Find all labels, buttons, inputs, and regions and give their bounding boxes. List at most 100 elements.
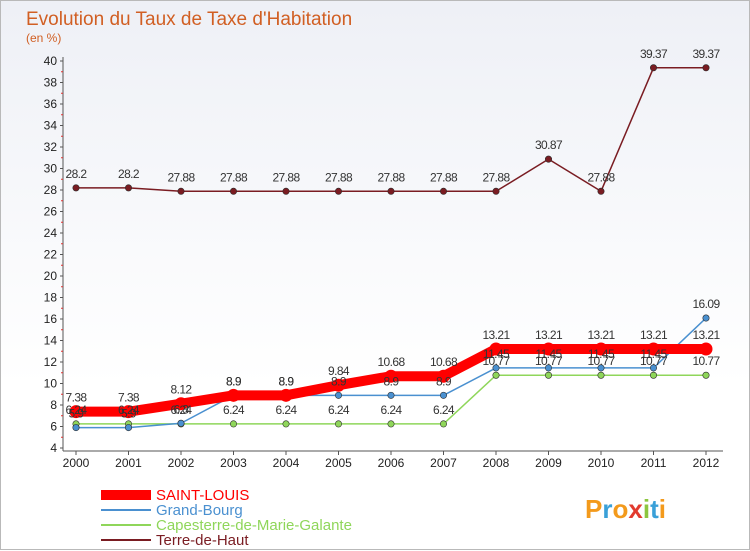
data-label: 10.77 [587, 354, 615, 368]
data-label: 13.21 [482, 328, 510, 342]
data-label: 6.3 [174, 402, 190, 416]
data-label: 27.88 [167, 170, 195, 184]
series-layer [69, 64, 713, 432]
data-point [702, 64, 710, 72]
logo-letter: r [602, 494, 612, 524]
data-point [439, 420, 447, 428]
data-label: 6.24 [118, 403, 140, 417]
axes: 4 6 8 10 12 14 16 18 20 22 24 26 28 30 32 34 36 38 40 2000 2… [44, 54, 723, 470]
data-label: 5.9 [69, 407, 85, 421]
legend-label: Grand-Bourg [156, 502, 243, 519]
data-label: 13.21 [587, 328, 615, 342]
chart-title: Evolution du Taux de Taxe d'Habitation [26, 9, 352, 30]
data-label: 13.21 [692, 328, 720, 342]
data-label: 5.9 [121, 407, 137, 421]
data-label: 27.88 [587, 170, 615, 184]
y-tick-label: 22 [44, 248, 58, 262]
data-label: 13.21 [640, 328, 668, 342]
data-point [597, 364, 605, 372]
data-label: 7.38 [66, 391, 88, 405]
data-label: 16.09 [692, 297, 720, 311]
y-tick-label: 26 [44, 205, 58, 219]
data-label: 39.37 [640, 47, 668, 61]
data-point [544, 364, 552, 372]
data-point [334, 420, 342, 428]
logo-letter: x [628, 494, 643, 524]
data-label: 10.77 [692, 354, 720, 368]
y-tick-label: 14 [44, 334, 58, 348]
data-label: 6.24 [276, 403, 298, 417]
legend-label: SAINT-LOUIS [156, 487, 249, 504]
data-label: 8.12 [171, 383, 193, 397]
x-tick-label: 2004 [273, 456, 300, 470]
data-point [230, 420, 238, 428]
data-label: 8.9 [226, 374, 242, 388]
data-label: 27.88 [272, 170, 300, 184]
data-point [492, 187, 500, 195]
data-point [492, 371, 500, 379]
proxiti-logo: Proxiti [585, 494, 666, 524]
data-point [387, 187, 395, 195]
data-label: 6.24 [328, 403, 350, 417]
data-label: 6.24 [171, 403, 193, 417]
logo-letter: t [650, 494, 659, 524]
data-point [544, 155, 552, 163]
logo-letter: i [643, 494, 650, 524]
data-label: 27.88 [430, 170, 458, 184]
data-label: 10.77 [482, 354, 510, 368]
data-point [69, 405, 83, 419]
data-label: 9.84 [328, 364, 350, 378]
data-label: 10.68 [430, 355, 458, 369]
data-label: 30.87 [535, 138, 563, 152]
x-tick-label: 2007 [430, 456, 457, 470]
y-tick-label: 28 [44, 183, 58, 197]
data-point [437, 369, 450, 383]
legend-label: Terre-de-Haut [156, 532, 249, 549]
data-point [492, 364, 500, 372]
data-point [125, 184, 133, 192]
data-label: 6.24 [66, 403, 88, 417]
data-point [334, 391, 342, 399]
x-tick-label: 2012 [693, 456, 720, 470]
legend-label: Capesterre-de-Marie-Galante [156, 517, 352, 534]
x-tick-label: 2003 [220, 456, 247, 470]
data-point [387, 420, 395, 428]
data-point [279, 388, 293, 402]
data-label: 8.9 [331, 374, 347, 388]
y-tick-label: 24 [44, 226, 58, 240]
data-label: 8.9 [436, 374, 452, 388]
y-tick-label: 4 [50, 441, 57, 455]
data-point [597, 187, 605, 195]
data-point [649, 371, 657, 379]
x-tick-label: 2000 [63, 456, 90, 470]
data-label: 28.2 [118, 167, 140, 181]
y-tick-label: 36 [44, 97, 58, 111]
data-point [439, 187, 447, 195]
x-tick-label: 2006 [378, 456, 405, 470]
y-tick-label: 10 [44, 377, 58, 391]
data-label: 28.2 [66, 167, 88, 181]
data-point [597, 371, 605, 379]
x-tick-label: 2010 [588, 456, 615, 470]
data-point [702, 371, 710, 379]
y-tick-label: 20 [44, 269, 58, 283]
y-tick-label: 32 [44, 140, 58, 154]
data-label: 27.88 [325, 170, 353, 184]
y-tick-label: 34 [44, 119, 58, 133]
data-label: 27.88 [482, 170, 510, 184]
data-label: 6.24 [381, 403, 403, 417]
data-point [72, 424, 80, 432]
data-point [439, 391, 447, 399]
data-point [177, 187, 185, 195]
data-point [489, 342, 503, 356]
x-tick-label: 2005 [325, 456, 352, 470]
data-point [542, 342, 555, 356]
data-point [649, 64, 657, 72]
data-point [387, 391, 395, 399]
data-label: 8.9 [279, 374, 295, 388]
x-tick-label: 2001 [115, 456, 142, 470]
chart-subtitle: (en %) [26, 31, 61, 45]
data-label: 10.77 [640, 354, 668, 368]
